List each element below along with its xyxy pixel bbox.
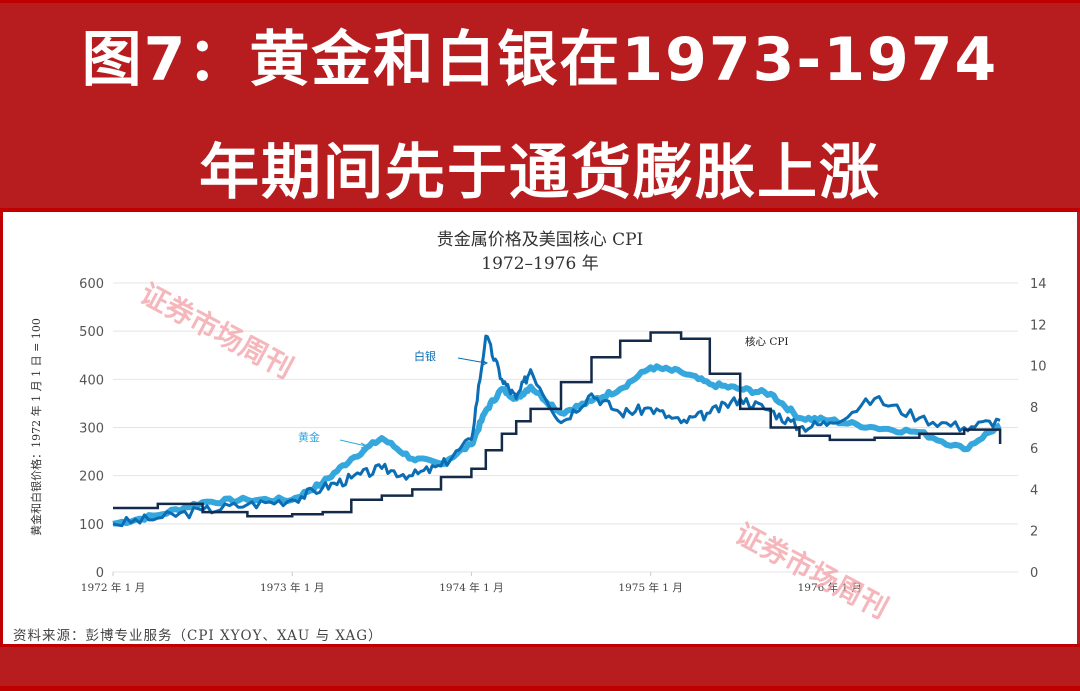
right-tick-label: 6 — [1030, 442, 1038, 457]
right-tick-label: 12 — [1030, 318, 1047, 333]
x-axis-ticks: 1972 年 1 月 1973 年 1 月 1974 年 1 月 1975 年 1 月… — [81, 572, 862, 594]
y-axis-label: 黄金和白银价格：1972 年 1 月 1 日 = 100 — [29, 318, 43, 536]
left-tick-label: 0 — [96, 566, 104, 581]
header-divider — [0, 208, 1080, 212]
gridlines — [113, 282, 1018, 573]
x-tick-label: 1973 年 1 月 — [260, 581, 324, 594]
right-tick-label: 0 — [1030, 566, 1038, 581]
right-tick-label: 14 — [1030, 277, 1047, 292]
left-axis-ticks: 0 100 200 300 400 500 600 — [79, 277, 104, 581]
footer-band — [0, 644, 1080, 691]
header-banner: 图7：黄金和白银在1973-1974 年期间先于通货膨胀上涨 — [0, 0, 1080, 212]
right-axis-ticks: 0 2 4 6 8 10 12 14 — [1030, 277, 1047, 581]
silver-annotation-arrow — [457, 357, 487, 364]
watermark-bottom: 证券市场周刊 — [730, 517, 894, 625]
left-tick-label: 600 — [79, 277, 104, 292]
gold-annotation-arrow — [339, 439, 367, 447]
footer-bottom-border — [0, 686, 1080, 691]
silver-series-line — [112, 334, 1001, 528]
left-tick-label: 500 — [79, 325, 104, 340]
frame-top-border — [0, 0, 1080, 3]
core-cpi-series-line — [113, 331, 1002, 518]
gold-annotation: 黄金 — [298, 430, 320, 444]
gold-series-line — [112, 363, 1002, 527]
x-tick-label: 1974 年 1 月 — [439, 581, 503, 594]
x-tick-label: 1975 年 1 月 — [618, 581, 682, 594]
right-tick-label: 2 — [1030, 525, 1038, 540]
title-line-1: 图7：黄金和白银在1973-1974 — [81, 25, 999, 95]
silver-arrow-head-icon — [480, 359, 489, 367]
right-tick-label: 4 — [1030, 483, 1038, 498]
left-tick-label: 400 — [79, 373, 104, 388]
x-tick-label: 1976 年 1 月 — [798, 581, 862, 594]
left-tick-label: 100 — [79, 518, 104, 533]
left-tick-label: 200 — [79, 470, 104, 485]
chart-title: 贵金属价格及美国核心 CPI — [437, 230, 644, 250]
right-tick-label: 8 — [1030, 401, 1038, 416]
source-note: 资料来源：彭博专业服务（CPI XYOY、XAU 与 XAG） — [13, 628, 383, 644]
panel-left-border — [0, 212, 3, 644]
left-tick-label: 300 — [79, 422, 104, 437]
silver-annotation: 白银 — [414, 349, 436, 363]
chart-subtitle: 1972–1976 年 — [481, 254, 598, 274]
title-line-2: 年期间先于通货膨胀上涨 — [199, 138, 881, 208]
right-tick-label: 10 — [1030, 360, 1047, 375]
gold-arrow-head-icon — [360, 442, 369, 449]
core-cpi-annotation: 核心 CPI — [745, 335, 789, 348]
x-tick-label: 1972 年 1 月 — [81, 581, 145, 594]
